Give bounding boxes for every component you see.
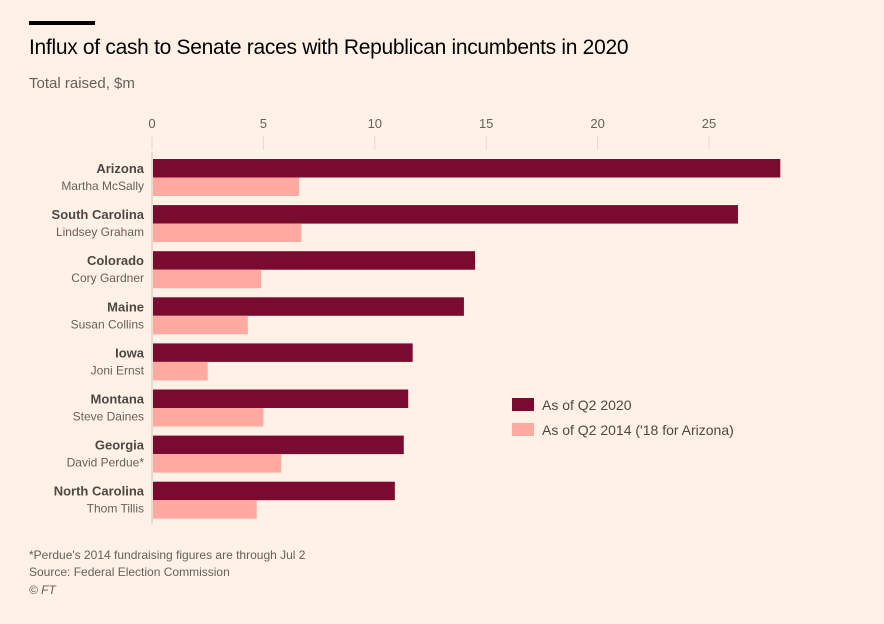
bar-2014 xyxy=(153,315,248,335)
bar-2014 xyxy=(153,361,208,381)
source-note: Source: Federal Election Commission xyxy=(29,565,230,579)
candidate-label: Thom Tillis xyxy=(87,502,144,516)
bar-2014 xyxy=(153,223,302,243)
category-label: North Carolina xyxy=(54,484,145,499)
candidate-label: Martha McSally xyxy=(61,179,144,193)
bar-2020 xyxy=(153,481,395,501)
x-tick-label: 10 xyxy=(368,116,382,131)
chart-title: Influx of cash to Senate races with Repu… xyxy=(29,36,629,59)
bar-2020 xyxy=(153,297,464,316)
candidate-label: Lindsey Graham xyxy=(56,225,144,239)
x-tick-label: 25 xyxy=(702,116,716,131)
x-tick-label: 20 xyxy=(590,116,604,131)
category-label: Georgia xyxy=(95,438,145,453)
category-label: South Carolina xyxy=(52,207,145,222)
bar-2014 xyxy=(153,408,264,427)
bar-2020 xyxy=(153,343,413,362)
legend-label: As of Q2 2014 ('18 for Arizona) xyxy=(542,422,734,438)
candidate-label: David Perdue* xyxy=(67,456,145,470)
x-tick-label: 5 xyxy=(260,116,267,131)
bar-2020 xyxy=(153,205,738,224)
bar-2020 xyxy=(153,435,404,455)
bar-2020 xyxy=(153,389,409,408)
bar-2020 xyxy=(153,159,781,178)
candidate-label: Susan Collins xyxy=(71,317,144,331)
x-tick-label: 15 xyxy=(479,116,493,131)
bar-2014 xyxy=(153,454,282,473)
candidate-label: Joni Ernst xyxy=(91,363,145,377)
footnote: *Perdue's 2014 fundraising figures are t… xyxy=(29,548,306,562)
legend-label: As of Q2 2020 xyxy=(542,397,632,413)
bar-2020 xyxy=(153,251,476,270)
chart-subtitle: Total raised, $m xyxy=(29,75,135,92)
bar-2014 xyxy=(153,177,300,196)
category-label: Montana xyxy=(91,392,145,407)
title-accent-bar xyxy=(29,21,95,25)
candidate-label: Steve Daines xyxy=(73,410,144,424)
copyright: © FT xyxy=(29,583,56,597)
category-label: Arizona xyxy=(96,161,144,176)
bar-2014 xyxy=(153,269,262,289)
legend-swatch xyxy=(512,423,534,436)
x-tick-label: 0 xyxy=(148,116,155,131)
category-label: Colorado xyxy=(87,253,144,268)
category-label: Maine xyxy=(107,299,144,314)
legend-swatch xyxy=(512,398,534,411)
bar-2014 xyxy=(153,500,257,519)
candidate-label: Cory Gardner xyxy=(71,271,144,285)
category-label: Iowa xyxy=(115,345,145,360)
